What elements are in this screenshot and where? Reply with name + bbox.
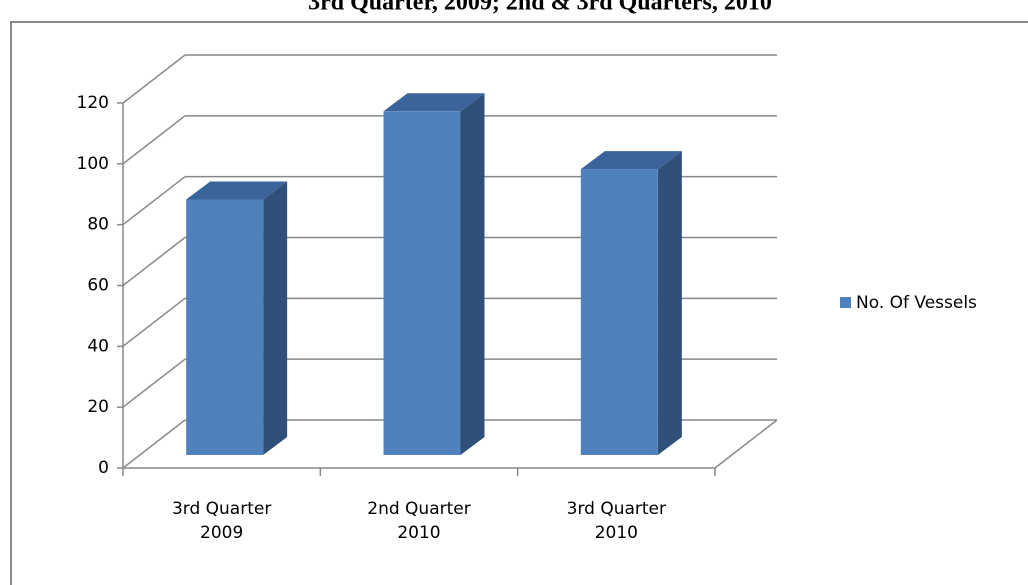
bar — [186, 199, 264, 455]
bar — [580, 169, 658, 456]
grid-line-side — [122, 419, 186, 469]
x-tick-label: 3rd Quarter 2009 — [171, 499, 272, 543]
legend-swatch — [840, 297, 851, 308]
bar-top — [383, 93, 485, 112]
y-tick-label: 40 — [87, 336, 109, 356]
y-tick-label: 0 — [98, 458, 109, 478]
y-tick-label: 20 — [87, 397, 109, 417]
chart-border — [10, 21, 1028, 585]
x-tick-label: 3rd Quarter 2010 — [566, 499, 667, 543]
y-tick-label: 80 — [87, 215, 109, 235]
y-tick-label: 120 — [77, 93, 109, 113]
bar-side — [263, 181, 288, 455]
grid-line-side — [122, 54, 186, 104]
bar-top — [186, 181, 288, 200]
grid-line-side — [122, 236, 186, 287]
grid-line-side — [122, 176, 186, 226]
grid-line-side — [122, 115, 186, 165]
bar-side — [657, 151, 682, 456]
grid-line-side — [122, 297, 186, 347]
y-tick-label: 100 — [77, 154, 109, 174]
bar-side — [460, 93, 485, 456]
chart-title: 3rd Quarter, 2009; 2nd & 3rd Quarters, 2… — [308, 0, 772, 16]
grid-line-side — [122, 358, 186, 408]
x-tick-label: 2nd Quarter 2010 — [367, 499, 471, 543]
bar-top — [580, 151, 682, 170]
legend-label: No. Of Vessels — [856, 293, 977, 313]
bar — [383, 111, 461, 456]
y-tick-label: 60 — [87, 276, 109, 296]
